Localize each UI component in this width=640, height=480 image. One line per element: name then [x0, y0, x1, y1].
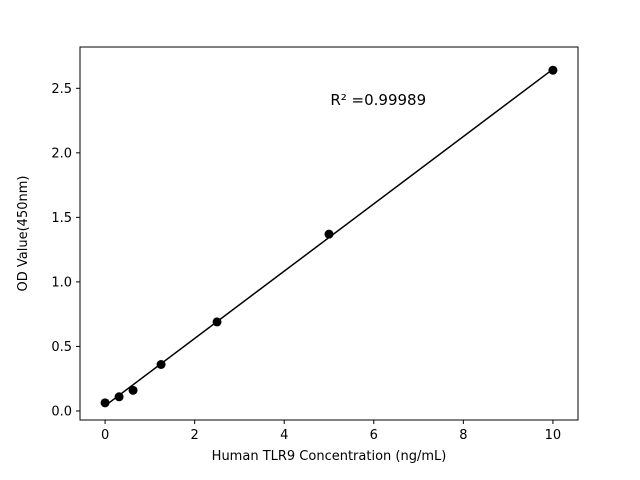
y-tick-label: 1.5	[51, 211, 72, 226]
data-point	[324, 229, 334, 239]
plot-frame	[79, 46, 579, 421]
data-point	[114, 392, 124, 402]
x-tick-label: 10	[545, 428, 562, 443]
x-axis: 0 2 4 6 8 10	[101, 420, 561, 443]
data-point	[100, 398, 110, 408]
data-point	[212, 317, 222, 327]
x-tick-label: 8	[459, 428, 467, 443]
x-axis-label: Human TLR9 Concentration (ng/mL)	[212, 449, 447, 464]
y-tick-label: 0.0	[51, 404, 72, 419]
x-tick-label: 2	[191, 428, 199, 443]
data-point	[548, 65, 558, 75]
y-axis-label: OD Value(450nm)	[16, 176, 31, 292]
y-tick-label: 2.5	[51, 82, 72, 97]
y-tick-label: 0.5	[51, 340, 72, 355]
data-point	[156, 360, 166, 370]
x-tick-label: 0	[101, 428, 109, 443]
data-point	[128, 385, 138, 395]
x-tick-label: 4	[280, 428, 288, 443]
y-tick-label: 2.0	[51, 146, 72, 161]
y-axis: 0.0 0.5 1.0 1.5 2.0 2.5	[51, 82, 80, 419]
y-tick-label: 1.0	[51, 275, 72, 290]
r-squared-annotation: R² =0.99989	[330, 91, 426, 109]
data-points	[100, 65, 558, 408]
x-tick-label: 6	[370, 428, 378, 443]
